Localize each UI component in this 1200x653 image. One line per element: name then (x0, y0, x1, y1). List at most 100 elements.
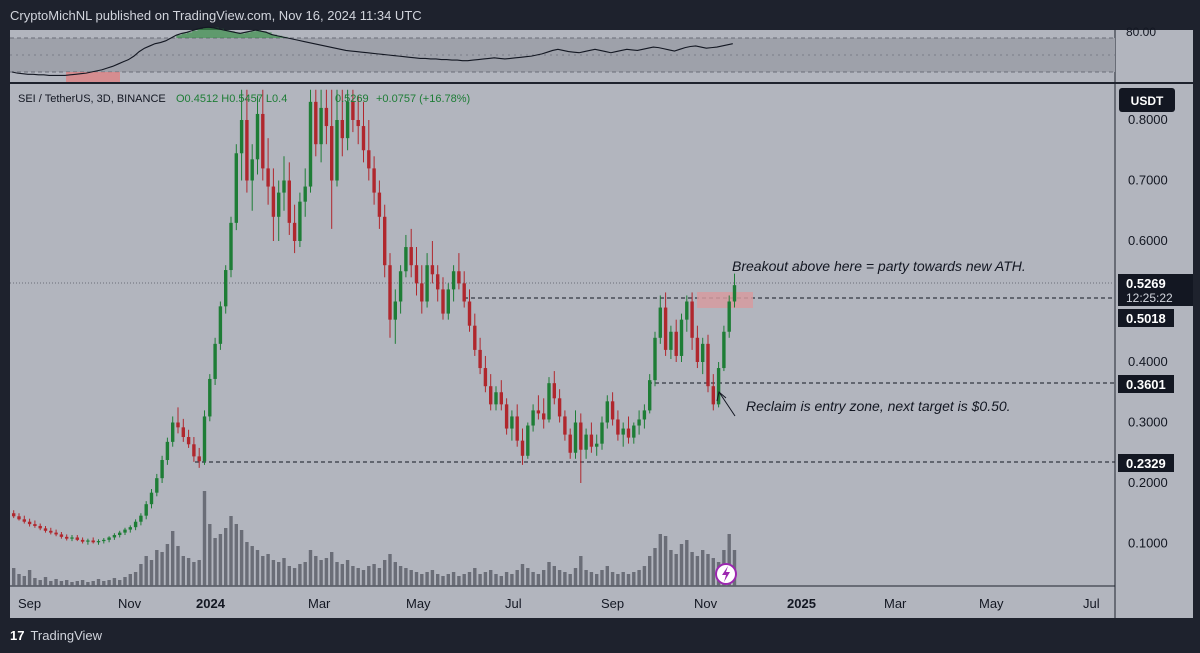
candle (621, 422, 625, 447)
volume-bar (425, 572, 429, 586)
volume-bar (49, 581, 53, 586)
candle (685, 295, 689, 332)
candle (292, 204, 297, 254)
candle-body (494, 392, 498, 405)
candle-body (690, 301, 694, 338)
time-tick: Nov (118, 596, 142, 611)
time-axis[interactable]: Sep Nov 2024 Mar May Jul Sep Nov 2025 Mar May Jul (18, 596, 1100, 611)
volume-bar (229, 516, 233, 586)
candle-body (229, 222, 233, 271)
candle (171, 416, 175, 447)
volume-bar (626, 574, 631, 586)
tradingview-brand[interactable]: 17 TradingView (10, 628, 102, 643)
candle (186, 429, 191, 448)
volume-bar (653, 548, 657, 586)
candle (59, 532, 64, 539)
candle-body (107, 537, 111, 540)
price-tick: 0.8000 (1128, 112, 1168, 127)
candle (669, 325, 673, 359)
candle-body (732, 285, 737, 302)
price-tick: 0.1000 (1128, 536, 1168, 551)
candle-body (430, 265, 435, 275)
volume-bar (372, 564, 376, 586)
candle (414, 247, 419, 296)
time-tick: Jul (1083, 596, 1100, 611)
volume-bar (112, 578, 117, 586)
price-tick: 0.4000 (1128, 354, 1168, 369)
candle (144, 501, 148, 520)
candle-body (473, 325, 477, 350)
candle (727, 295, 731, 338)
volume-bar (557, 570, 562, 586)
candle-body (727, 301, 731, 332)
candle-body (165, 441, 170, 461)
candle (86, 538, 90, 545)
candle (393, 289, 397, 344)
volume-bar (298, 564, 302, 586)
candle (457, 253, 461, 290)
candle-body (722, 331, 726, 369)
candle-body (266, 168, 270, 187)
candle-body (149, 492, 154, 505)
candle-countdown: 12:25:22 (1126, 291, 1173, 305)
candle-body (648, 380, 652, 411)
candle-body (367, 150, 371, 169)
volume-bar (314, 556, 318, 586)
candle-body (552, 383, 556, 399)
symbol-obscured-close: 0.5269 (335, 93, 369, 105)
price-tick: 0.6000 (1128, 233, 1168, 248)
candle (335, 89, 339, 187)
candle (308, 89, 313, 193)
candle-body (441, 289, 445, 314)
candle-body (22, 519, 26, 522)
volume-bar (579, 556, 583, 586)
currency-button[interactable]: USDT (1119, 88, 1175, 112)
candle-body (181, 427, 185, 438)
volume-bar (706, 554, 710, 586)
volume-bar (165, 544, 170, 586)
volume-bar (118, 580, 122, 586)
candle-body (674, 331, 678, 356)
candle-body (155, 478, 159, 493)
volume-bar (75, 581, 79, 586)
candle (112, 533, 117, 540)
candle-body (144, 504, 148, 516)
candle (637, 410, 641, 435)
price-label-current: 0.5269 12:25:22 (1118, 274, 1193, 306)
candle-body (43, 528, 48, 531)
candle (38, 523, 42, 531)
candle-body (621, 428, 625, 435)
candle-body (271, 186, 276, 217)
volume-bar (388, 554, 392, 586)
candle (573, 410, 578, 459)
candle (70, 535, 74, 542)
candle (43, 525, 48, 533)
candle-body (213, 343, 217, 379)
candle-body (642, 410, 647, 420)
candle (446, 283, 450, 320)
candle-body (250, 159, 254, 181)
volume-bar (642, 566, 647, 586)
candle-body (589, 434, 594, 447)
price-label-text: 0.3601 (1126, 377, 1166, 392)
annotation-breakout: Breakout above here = party towards new … (732, 258, 1026, 274)
price-axis[interactable]: 0.8000 0.7000 0.6000 0.4000 0.3000 0.2000 0.10… (1128, 112, 1168, 551)
candle (340, 89, 344, 157)
candle-body (261, 113, 265, 169)
candle (584, 428, 588, 459)
lightning-icon[interactable] (715, 563, 737, 585)
candle (706, 334, 710, 393)
volume-bar (224, 528, 228, 586)
volume-bar (409, 570, 413, 586)
candle-body (632, 425, 636, 438)
volume-bar (685, 540, 689, 586)
volume-bar (239, 530, 244, 586)
candle (213, 337, 217, 385)
candle (520, 428, 525, 465)
candle (398, 265, 403, 314)
volume-bar (648, 556, 652, 586)
volume-bar (531, 572, 535, 586)
symbol-change: +0.0757 (+16.78%) (376, 93, 470, 105)
candle-body (319, 107, 323, 145)
candle-body (409, 247, 413, 266)
